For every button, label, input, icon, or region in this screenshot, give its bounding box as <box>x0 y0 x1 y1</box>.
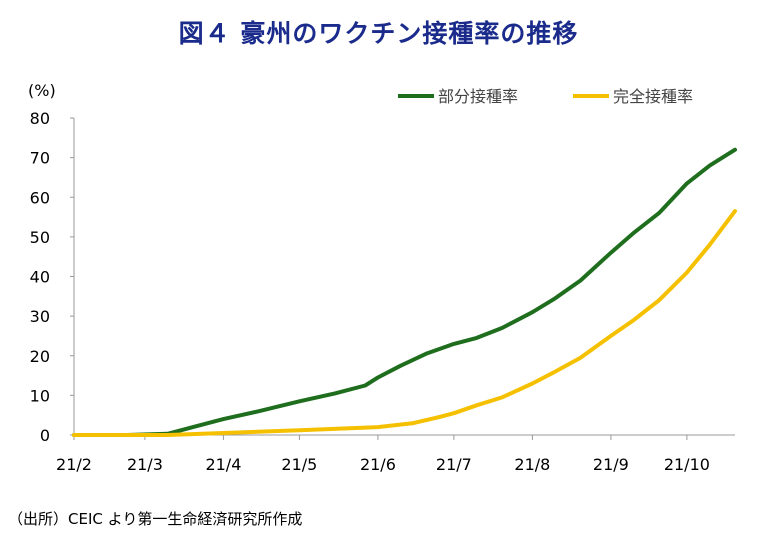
x-tick-label: 21/8 <box>514 455 550 474</box>
y-unit-label: (%) <box>28 81 56 100</box>
y-tick-label: 20 <box>30 347 50 366</box>
legend-label-2: 完全接種率 <box>613 87 693 106</box>
x-tick-label: 21/2 <box>56 455 92 474</box>
y-tick-label: 30 <box>30 307 50 326</box>
x-tick-label: 21/6 <box>360 455 396 474</box>
x-tick-label: 21/7 <box>436 455 472 474</box>
y-tick-label: 40 <box>30 268 50 287</box>
series-line-1 <box>72 147 737 437</box>
x-tick-label: 21/9 <box>593 455 629 474</box>
x-tick-label: 21/4 <box>205 455 241 474</box>
y-tick-label: 50 <box>30 228 50 247</box>
x-tick-label: 21/10 <box>664 455 710 474</box>
series-line-2 <box>72 209 737 437</box>
source-note: （出所）CEIC より第一生命経済研究所作成 <box>8 510 303 528</box>
y-tick-label: 10 <box>30 386 50 405</box>
x-tick-label: 21/5 <box>281 455 317 474</box>
x-tick-label: 21/3 <box>127 455 163 474</box>
y-tick-label: 0 <box>40 426 50 445</box>
y-tick-label: 60 <box>30 188 50 207</box>
y-tick-label: 70 <box>30 149 50 168</box>
chart-title: 図４ 豪州のワクチン接種率の推移 <box>178 19 579 48</box>
legend-label-1: 部分接種率 <box>438 87 518 106</box>
y-tick-label: 80 <box>30 109 50 128</box>
